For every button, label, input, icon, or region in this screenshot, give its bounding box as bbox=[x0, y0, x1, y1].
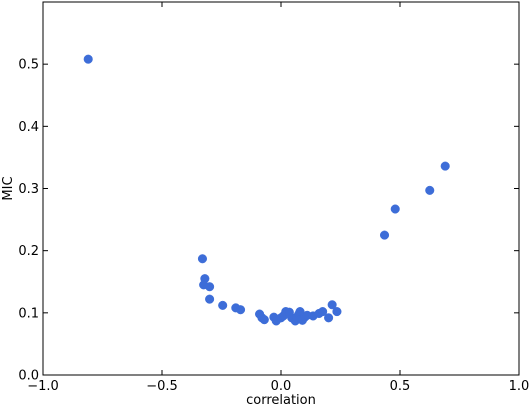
data-point bbox=[332, 307, 342, 317]
y-tick-label: 0.5 bbox=[18, 58, 39, 73]
y-tick-label: 0.2 bbox=[18, 244, 39, 259]
data-point bbox=[379, 230, 390, 240]
data-point bbox=[218, 300, 228, 310]
y-axis-label: MIC bbox=[1, 176, 16, 200]
data-point bbox=[83, 54, 93, 64]
y-tick-label: 0.1 bbox=[18, 306, 39, 321]
data-points bbox=[83, 54, 450, 326]
data-point bbox=[327, 300, 337, 310]
data-point bbox=[197, 254, 208, 264]
data-point bbox=[235, 305, 246, 315]
data-point bbox=[425, 185, 435, 195]
x-tick-label: −1.0 bbox=[27, 379, 59, 394]
x-axis-ticks: −1.0 −0.5 0.0 0.5 1.0 bbox=[27, 2, 529, 394]
data-point bbox=[318, 307, 328, 317]
data-point bbox=[205, 282, 215, 292]
data-point bbox=[205, 294, 215, 304]
x-tick-label: 0.5 bbox=[390, 379, 411, 394]
x-tick-label: 0.0 bbox=[271, 379, 292, 394]
y-axis-ticks: 0.0 0.1 0.2 0.3 0.4 0.5 bbox=[18, 58, 519, 384]
data-point bbox=[390, 204, 400, 214]
x-axis-label: correlation bbox=[246, 393, 316, 407]
data-point bbox=[440, 161, 450, 171]
data-point bbox=[324, 313, 334, 323]
y-tick-label: 0.4 bbox=[18, 120, 39, 135]
y-tick-label: 0.0 bbox=[18, 369, 39, 384]
y-tick-label: 0.3 bbox=[18, 182, 39, 197]
x-tick-label: 1.0 bbox=[509, 379, 530, 394]
data-point bbox=[259, 315, 269, 325]
x-tick-label: −0.5 bbox=[146, 379, 178, 394]
